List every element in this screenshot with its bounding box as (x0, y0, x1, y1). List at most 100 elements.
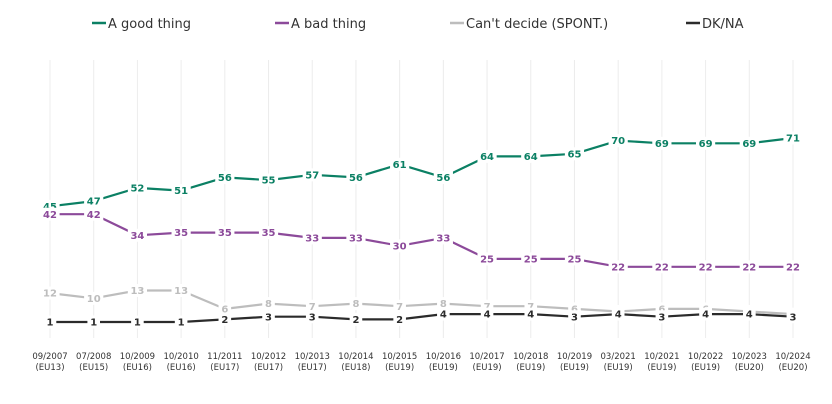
x-tick-sublabel: (EU19) (473, 363, 502, 373)
data-label-background (608, 134, 628, 148)
x-tick-label: 10/2010 (163, 352, 198, 362)
data-label: 4 (615, 310, 622, 321)
data-label-background (171, 184, 191, 198)
data-label-background (564, 252, 585, 266)
series-line (48, 213, 795, 268)
data-label-background (218, 312, 232, 326)
data-label-background (258, 173, 279, 187)
data-label: 34 (130, 231, 144, 242)
x-tick-label: 10/2022 (688, 352, 723, 362)
data-label-background (433, 231, 453, 245)
data-label-background (305, 310, 319, 324)
legend: A good thing A bad thing Can't decide (SPO… (92, 17, 744, 32)
data-label-background (433, 170, 453, 184)
x-tick-label: 10/2015 (382, 352, 417, 362)
data-label: 47 (87, 197, 101, 208)
data-label: 25 (480, 255, 494, 266)
data-label-background (215, 170, 235, 184)
data-label: 70 (611, 136, 625, 147)
data-label: 35 (262, 228, 276, 239)
x-tick-label: 10/2013 (295, 352, 330, 362)
data-label: 56 (349, 173, 363, 184)
data-label: 45 (43, 202, 57, 213)
series-line (48, 136, 795, 208)
data-label: 4 (484, 310, 491, 321)
data-label-background (40, 286, 60, 300)
x-tick-sublabel: (EU18) (341, 363, 370, 373)
data-label: 30 (393, 241, 407, 252)
x-tick-sublabel: (EU20) (778, 363, 807, 373)
data-label: 8 (265, 299, 272, 310)
data-label-background (652, 260, 672, 274)
data-label-background (611, 307, 625, 321)
x-tick-sublabel: (EU19) (560, 363, 589, 373)
x-tick-sublabel: (EU19) (385, 363, 414, 373)
series-line (48, 313, 795, 324)
series-line (48, 289, 795, 316)
data-label: 65 (568, 149, 582, 160)
x-tick-sublabel: (EU13) (35, 363, 64, 373)
data-label: 3 (265, 312, 272, 323)
data-label-background (87, 315, 101, 329)
data-label: 1 (90, 318, 97, 329)
data-label: 3 (658, 312, 665, 323)
data-label-background (218, 302, 232, 316)
data-label: 6 (658, 304, 665, 315)
data-label: 69 (742, 139, 756, 150)
data-label-background (349, 312, 363, 326)
data-label-background (84, 291, 104, 305)
data-label-background (40, 207, 60, 221)
data-label: 57 (305, 170, 319, 181)
data-label: 6 (221, 304, 228, 315)
x-axis: 09/2007(EU13)07/2008(EU15)10/2009(EU16)1… (32, 352, 810, 373)
data-label: 42 (43, 210, 57, 221)
x-tick-sublabel: (EU15) (79, 363, 108, 373)
x-tick-label: 10/2012 (251, 352, 286, 362)
data-label-background (568, 310, 581, 324)
data-label: 22 (742, 262, 756, 273)
x-tick-sublabel: (EU19) (429, 363, 458, 373)
data-label-background (695, 260, 716, 274)
data-label: 22 (655, 262, 669, 273)
data-label-background (84, 194, 104, 208)
data-label: 4 (440, 310, 447, 321)
data-label-background (783, 131, 803, 145)
x-tick-label: 07/2008 (76, 352, 111, 362)
data-label-background (655, 310, 669, 324)
data-label-background (437, 297, 450, 311)
data-label: 8 (352, 299, 359, 310)
data-label: 33 (305, 233, 319, 244)
series-lines (48, 136, 795, 324)
data-label: 6 (571, 304, 578, 315)
data-label: 7 (309, 302, 316, 313)
data-label-background (739, 260, 759, 274)
data-label-background (695, 136, 716, 150)
data-label-background (477, 252, 497, 266)
data-label: 2 (352, 315, 359, 326)
data-label-background (783, 260, 803, 274)
data-label-background (127, 181, 148, 195)
data-label-background (437, 307, 450, 321)
data-label-background (127, 283, 148, 297)
x-tick-sublabel: (EU17) (254, 363, 283, 373)
data-label: 69 (655, 139, 669, 150)
data-label: 52 (130, 184, 144, 195)
x-tick-label: 10/2017 (469, 352, 504, 362)
data-label-background (390, 239, 410, 253)
data-label: 25 (568, 255, 582, 266)
data-label: 4 (702, 310, 709, 321)
data-label: 22 (786, 262, 800, 273)
data-label: 71 (786, 134, 800, 145)
x-tick-sublabel: (EU19) (647, 363, 676, 373)
data-label-background (393, 299, 406, 313)
grid-lines (49, 60, 794, 338)
legend-item-label: DK/NA (702, 17, 744, 32)
data-label-background (521, 149, 541, 163)
data-label: 2 (396, 315, 403, 326)
data-label: 2 (221, 315, 228, 326)
data-label-background (480, 307, 494, 321)
data-label-background (524, 307, 538, 321)
data-label-background (652, 136, 672, 150)
